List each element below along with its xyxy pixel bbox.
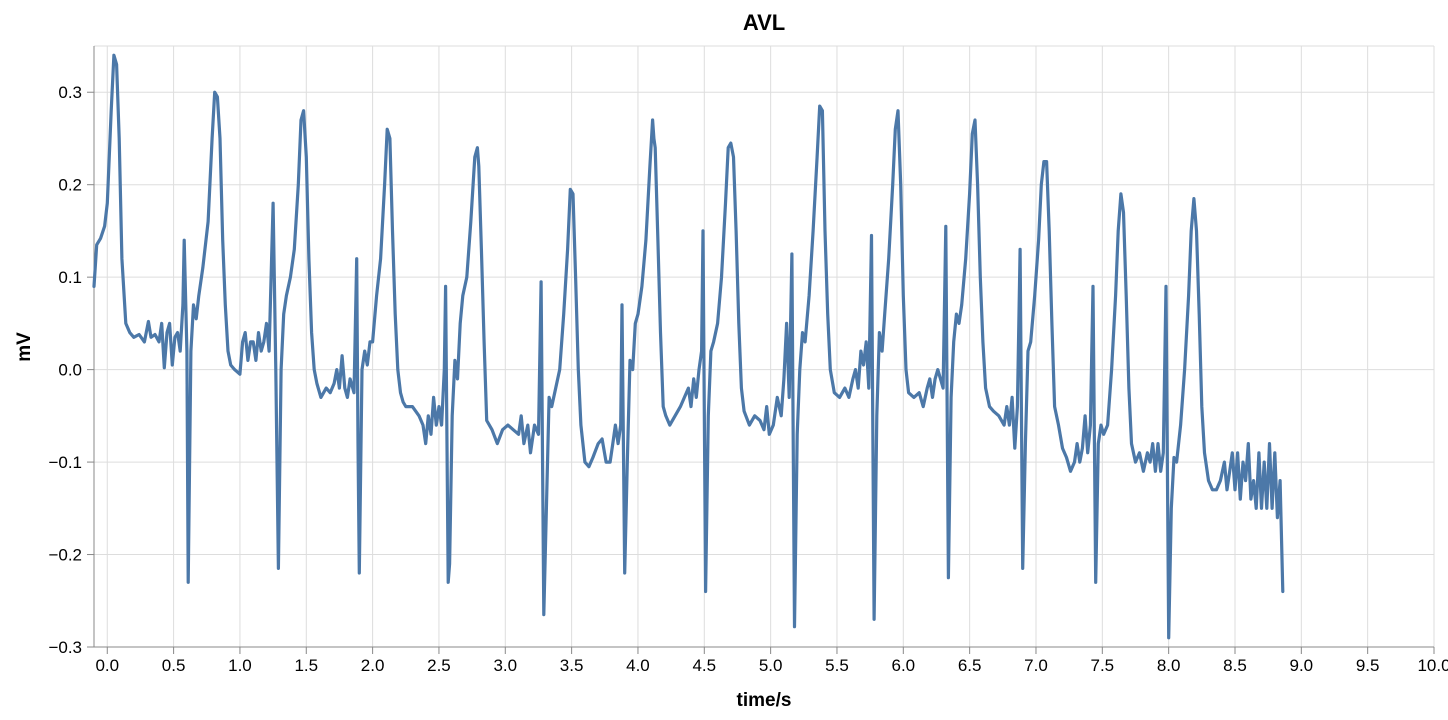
x-axis-title: time/s [737, 690, 792, 711]
x-tick-label: 5.0 [759, 656, 783, 675]
y-tick-label: −0.3 [48, 638, 82, 657]
x-tick-label: 4.0 [626, 656, 650, 675]
x-tick-label: 10.0 [1417, 656, 1448, 675]
x-tick-label: 0.5 [162, 656, 186, 675]
x-tick-label: 1.0 [228, 656, 252, 675]
y-tick-label: 0.3 [58, 83, 82, 102]
y-axis-title: mV [14, 332, 35, 362]
x-tick-label: 7.5 [1090, 656, 1114, 675]
x-tick-label: 7.0 [1024, 656, 1048, 675]
series-layer [92, 53, 1285, 640]
x-tick-label: 2.5 [427, 656, 451, 675]
grid [94, 45, 1435, 648]
y-tick-label: 0.2 [58, 176, 82, 195]
y-tick-label: 0.1 [58, 268, 82, 287]
x-tick-label: 6.0 [891, 656, 915, 675]
x-tick-label: 1.5 [294, 656, 318, 675]
chart-title: AVL [743, 10, 785, 35]
y-tick-label: −0.2 [48, 546, 82, 565]
series-line-avl [92, 53, 1285, 640]
y-tick-label: 0.0 [58, 361, 82, 380]
x-tick-label: 0.0 [95, 656, 119, 675]
x-tick-label: 9.5 [1356, 656, 1380, 675]
x-tick-label: 5.5 [825, 656, 849, 675]
x-tick-label: 8.5 [1223, 656, 1247, 675]
x-tick-label: 3.5 [560, 656, 584, 675]
x-tick-label: 8.0 [1157, 656, 1181, 675]
x-tick-label: 3.0 [493, 656, 517, 675]
x-tick-label: 9.0 [1290, 656, 1314, 675]
axes: 0.0 0.5 1.0 1.5 2.0 2.5 3.0 3.5 4.0 4.5 5.0 5.5 6.0 6… [48, 46, 1448, 675]
x-tick-label: 4.5 [692, 656, 716, 675]
x-tick-label: 6.5 [958, 656, 982, 675]
x-tick-label: 2.0 [361, 656, 385, 675]
y-tick-label: −0.1 [48, 453, 82, 472]
